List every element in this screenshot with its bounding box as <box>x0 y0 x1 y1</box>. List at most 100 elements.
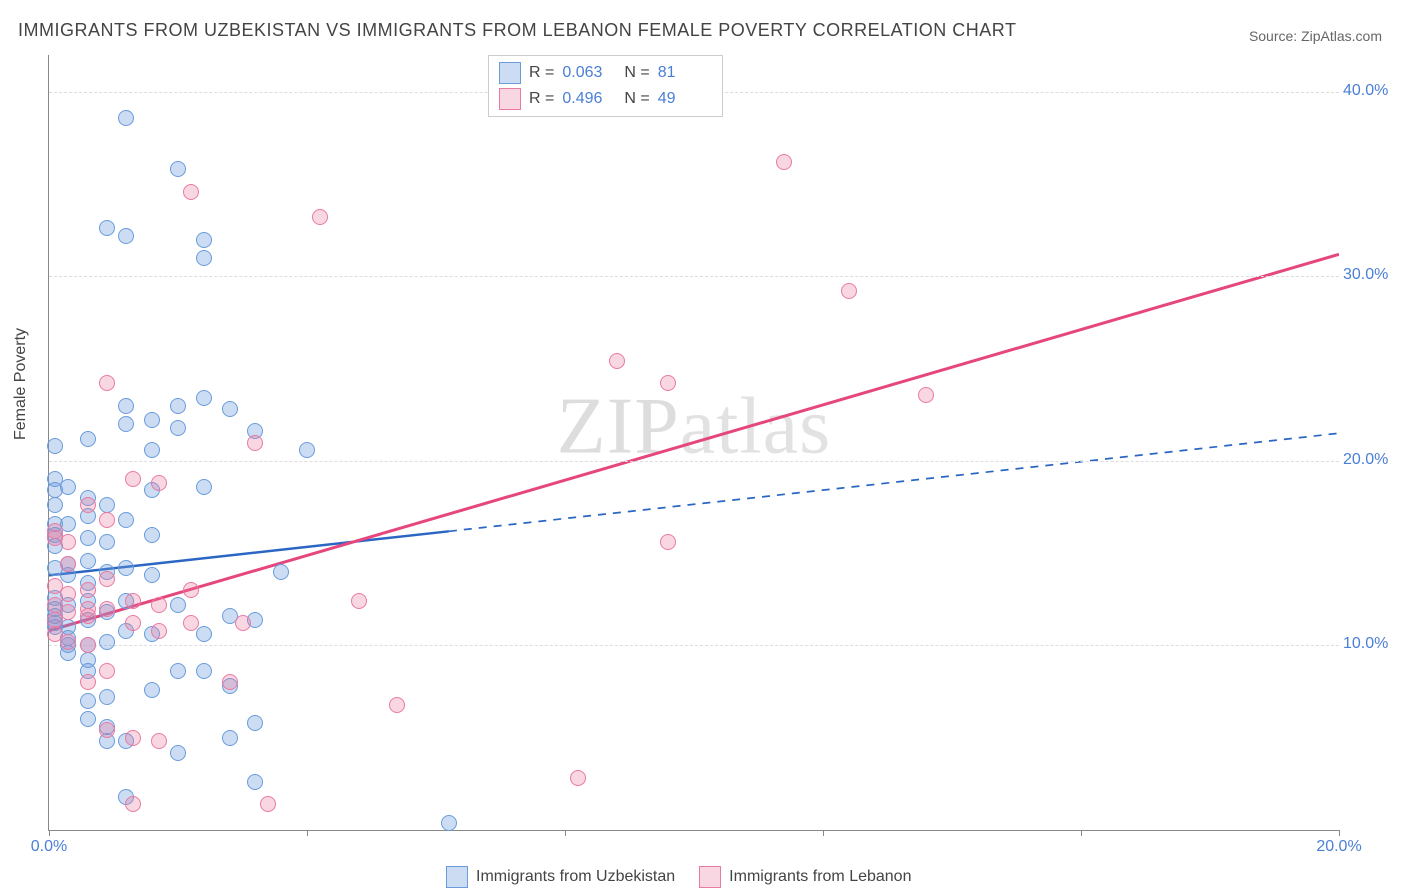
data-point <box>151 475 167 491</box>
data-point <box>118 228 134 244</box>
data-point <box>222 674 238 690</box>
data-point <box>151 623 167 639</box>
data-point <box>144 567 160 583</box>
data-point <box>47 497 63 513</box>
data-point <box>144 412 160 428</box>
data-point <box>183 184 199 200</box>
y-tick-label: 30.0% <box>1343 266 1399 284</box>
data-point <box>776 154 792 170</box>
data-point <box>260 796 276 812</box>
data-point <box>80 693 96 709</box>
data-point <box>196 663 212 679</box>
data-point <box>80 530 96 546</box>
data-point <box>151 733 167 749</box>
data-point <box>80 711 96 727</box>
data-point <box>99 512 115 528</box>
data-point <box>273 564 289 580</box>
y-tick-label: 40.0% <box>1343 82 1399 100</box>
data-point <box>125 615 141 631</box>
data-point <box>80 553 96 569</box>
y-tick-label: 20.0% <box>1343 451 1399 469</box>
data-point <box>299 442 315 458</box>
data-point <box>183 582 199 598</box>
data-point <box>196 390 212 406</box>
r-value: 0.496 <box>562 90 616 108</box>
data-point <box>570 770 586 786</box>
x-tick-mark <box>823 830 824 836</box>
data-point <box>609 353 625 369</box>
x-tick-mark <box>565 830 566 836</box>
legend-swatch <box>499 88 521 110</box>
data-point <box>125 593 141 609</box>
data-point <box>144 442 160 458</box>
legend-row: R =0.496N =49 <box>499 86 712 112</box>
r-value: 0.063 <box>562 64 616 82</box>
legend-swatch <box>499 62 521 84</box>
legend-item: Immigrants from Uzbekistan <box>446 866 675 888</box>
data-point <box>196 626 212 642</box>
watermark: ZIPatlas <box>557 382 832 473</box>
data-point <box>196 232 212 248</box>
r-label: R = <box>529 90 554 108</box>
x-tick-mark <box>1339 830 1340 836</box>
legend-item: Immigrants from Lebanon <box>699 866 911 888</box>
source-label: Source: ZipAtlas.com <box>1249 28 1382 44</box>
legend-label: Immigrants from Uzbekistan <box>476 868 675 886</box>
data-point <box>118 110 134 126</box>
data-point <box>660 375 676 391</box>
correlation-legend: R =0.063N =81R =0.496N =49 <box>488 55 723 117</box>
data-point <box>170 420 186 436</box>
data-point <box>80 497 96 513</box>
data-point <box>170 745 186 761</box>
data-point <box>80 652 96 668</box>
x-tick-mark <box>307 830 308 836</box>
data-point <box>312 209 328 225</box>
grid-line <box>49 276 1339 277</box>
data-point <box>47 438 63 454</box>
data-point <box>125 796 141 812</box>
data-point <box>99 497 115 513</box>
data-point <box>144 527 160 543</box>
data-point <box>80 582 96 598</box>
data-point <box>99 534 115 550</box>
data-point <box>170 663 186 679</box>
r-label: R = <box>529 64 554 82</box>
data-point <box>841 283 857 299</box>
n-value: 81 <box>658 64 712 82</box>
grid-line <box>49 645 1339 646</box>
data-point <box>60 479 76 495</box>
data-point <box>60 534 76 550</box>
data-point <box>99 375 115 391</box>
legend-swatch <box>446 866 468 888</box>
data-point <box>99 601 115 617</box>
data-point <box>222 730 238 746</box>
data-point <box>247 774 263 790</box>
y-tick-label: 10.0% <box>1343 635 1399 653</box>
data-point <box>118 512 134 528</box>
x-tick-label: 20.0% <box>1316 838 1361 856</box>
legend-swatch <box>699 866 721 888</box>
data-point <box>118 560 134 576</box>
data-point <box>389 697 405 713</box>
data-point <box>118 398 134 414</box>
data-point <box>118 416 134 432</box>
data-point <box>196 479 212 495</box>
data-point <box>80 674 96 690</box>
data-point <box>99 634 115 650</box>
data-point <box>222 401 238 417</box>
data-point <box>151 597 167 613</box>
data-point <box>99 571 115 587</box>
legend-label: Immigrants from Lebanon <box>729 868 911 886</box>
legend-row: R = 0.063 N = 81 <box>499 60 712 86</box>
x-tick-label: 0.0% <box>31 838 67 856</box>
data-point <box>99 663 115 679</box>
data-point <box>660 534 676 550</box>
n-label: N = <box>624 64 649 82</box>
data-point <box>60 604 76 620</box>
x-tick-mark <box>1081 830 1082 836</box>
data-point <box>144 682 160 698</box>
data-point <box>80 431 96 447</box>
y-axis-label: Female Poverty <box>12 328 30 440</box>
x-tick-mark <box>49 830 50 836</box>
data-point <box>80 637 96 653</box>
